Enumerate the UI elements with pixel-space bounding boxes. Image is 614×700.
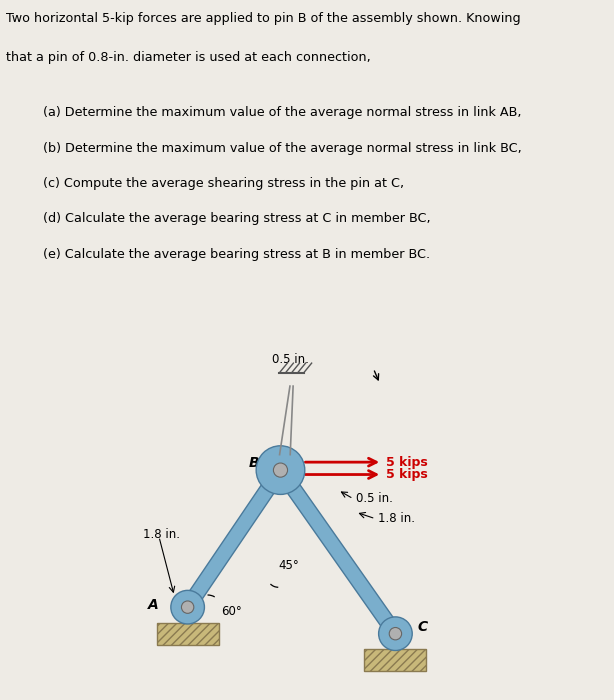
Text: 5 kips: 5 kips (386, 468, 427, 481)
Circle shape (256, 446, 305, 494)
Text: (a) Determine the maximum value of the average normal stress in link AB,: (a) Determine the maximum value of the a… (42, 106, 521, 120)
Text: A: A (148, 598, 158, 612)
Circle shape (182, 601, 194, 613)
Polygon shape (365, 649, 426, 671)
Text: 60°: 60° (221, 606, 241, 618)
Polygon shape (181, 466, 287, 611)
Text: 45°: 45° (278, 559, 299, 572)
Text: 1.8 in.: 1.8 in. (378, 512, 414, 525)
Text: (b) Determine the maximum value of the average normal stress in link BC,: (b) Determine the maximum value of the a… (42, 141, 521, 155)
Text: 5 kips: 5 kips (386, 456, 427, 468)
Text: 1.8 in.: 1.8 in. (144, 528, 181, 540)
Text: 0.5 in.: 0.5 in. (356, 492, 392, 505)
Text: 0.5 in.: 0.5 in. (271, 354, 308, 366)
Text: (d) Calculate the average bearing stress at C in member BC,: (d) Calculate the average bearing stress… (42, 212, 430, 225)
Text: (e) Calculate the average bearing stress at B in member BC.: (e) Calculate the average bearing stress… (42, 248, 430, 260)
Polygon shape (157, 622, 219, 645)
Text: B: B (249, 456, 259, 470)
Circle shape (379, 617, 412, 650)
Text: C: C (418, 620, 428, 634)
Polygon shape (274, 466, 402, 638)
Text: Two horizontal 5-kip forces are applied to pin B of the assembly shown. Knowing: Two horizontal 5-kip forces are applied … (6, 13, 521, 25)
Text: (c) Compute the average shearing stress in the pin at C,: (c) Compute the average shearing stress … (42, 177, 404, 190)
Circle shape (389, 627, 402, 640)
Circle shape (171, 590, 204, 624)
Text: that a pin of 0.8-in. diameter is used at each connection,: that a pin of 0.8-in. diameter is used a… (6, 50, 371, 64)
Circle shape (273, 463, 287, 477)
